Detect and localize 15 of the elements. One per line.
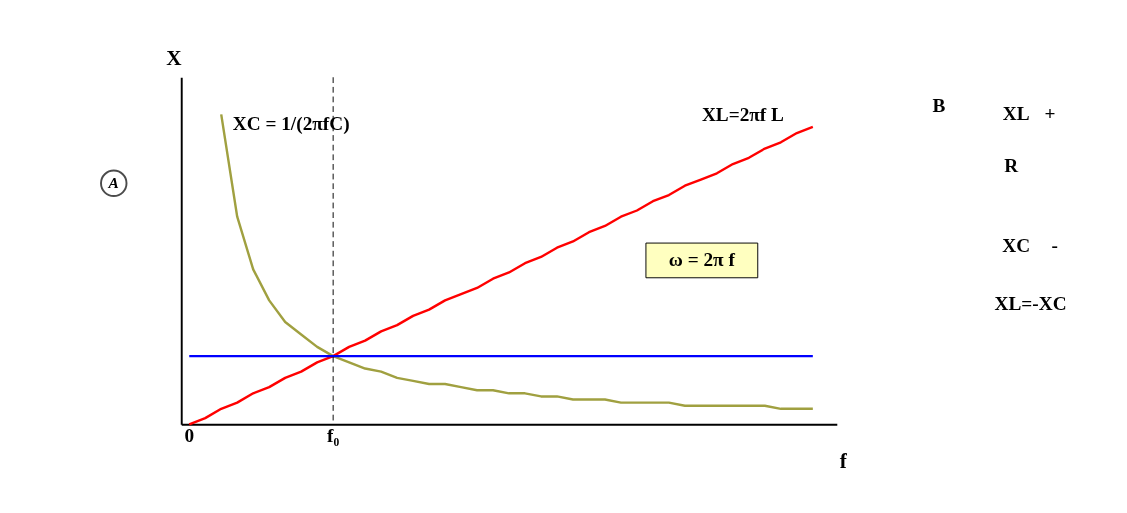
text: B [932,94,946,116]
x-axis-title: f [839,449,848,474]
text: - [1051,234,1058,256]
series-label: XL=2πf L [701,104,785,126]
x-tick-label: f₀ [327,425,340,447]
text: XL=-XC [994,292,1067,314]
text: XC [1002,234,1031,256]
text: + [1044,102,1056,124]
text: R [1004,154,1020,176]
y-axis-title: X [166,46,183,71]
series-label: XC = 1/(2πfC) [232,112,350,135]
annotation: ω = 2π f [668,249,736,271]
text: XL [1002,102,1030,124]
x-tick-label: 0 [184,425,195,447]
text: A [107,174,119,192]
